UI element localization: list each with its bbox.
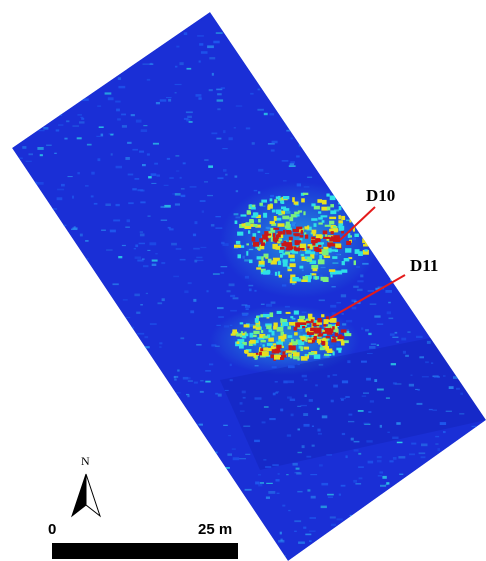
scale-end-label: 25 m: [198, 521, 233, 538]
survey-strip: [12, 12, 486, 561]
leader-line-d10: [339, 206, 376, 241]
label-d10: D10: [366, 186, 396, 205]
dark-band: [220, 330, 486, 470]
scale-start-label: 0: [48, 521, 57, 538]
north-letter: N: [81, 454, 90, 468]
north-arrow-icon: [70, 473, 102, 518]
label-d11: D11: [410, 256, 439, 275]
leader-line-d11: [329, 274, 406, 319]
scale-bar: [52, 543, 238, 559]
